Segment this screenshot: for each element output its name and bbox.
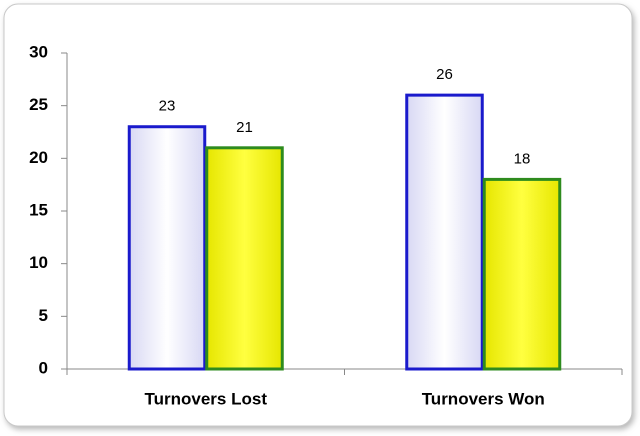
bar: [205, 146, 284, 371]
bar: [405, 93, 484, 371]
y-tick-label: 15: [29, 200, 48, 219]
x-tick-label: Turnovers Won: [422, 389, 545, 408]
value-label: 21: [236, 119, 253, 136]
bar: [482, 177, 562, 371]
y-tick-label: 0: [39, 358, 48, 377]
y-tick-label: 10: [29, 253, 48, 272]
y-tick-label: 25: [29, 95, 48, 114]
y-tick-label: 30: [29, 42, 48, 61]
x-tick-label: Turnovers Lost: [145, 389, 268, 408]
value-label: 18: [514, 150, 531, 167]
value-label: 23: [159, 98, 176, 115]
value-label: 26: [436, 66, 453, 83]
y-tick-label: 5: [39, 306, 48, 325]
bar: [127, 125, 207, 371]
y-tick-label: 20: [29, 148, 48, 167]
